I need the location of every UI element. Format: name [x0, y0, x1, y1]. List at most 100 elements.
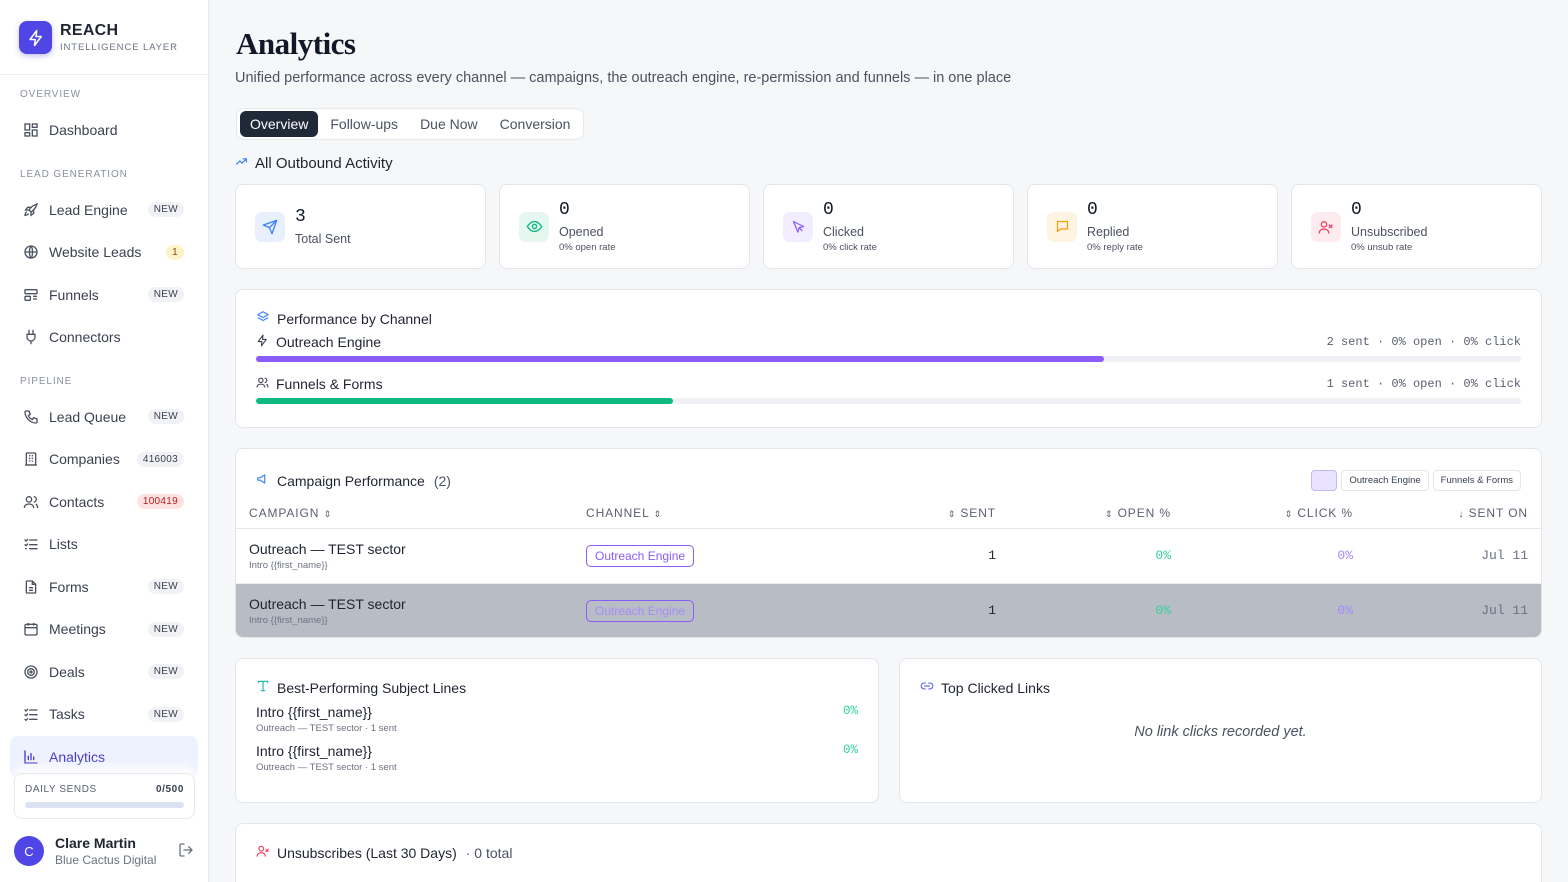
- page-subtitle: Unified performance across every channel…: [235, 70, 1012, 86]
- tab-conversion[interactable]: Conversion: [499, 116, 571, 132]
- nav-section-pipeline: PIPELINE: [20, 375, 73, 387]
- unsubscribes-title: Unsubscribes (Last 30 Days) · 0 total: [256, 844, 1521, 861]
- sidebar-item-dashboard[interactable]: Dashboard: [0, 109, 208, 152]
- sidebar-item-label: Connectors: [49, 329, 121, 346]
- sidebar-item-label: Lead Queue: [49, 408, 127, 425]
- type-icon: [256, 679, 270, 696]
- column-header-open[interactable]: ⇕ OPEN %: [996, 498, 1171, 529]
- sidebar-item-label: Meetings: [49, 621, 106, 638]
- sidebar-item-deals[interactable]: Deals NEW: [0, 651, 208, 694]
- channel-bar-fill: [256, 356, 1104, 362]
- sidebar-item-label: Funnels: [49, 286, 99, 303]
- subject-lines-title: Best-Performing Subject Lines: [256, 679, 858, 696]
- stat-rate: 0% unsub rate: [1351, 242, 1413, 253]
- sidebar-item-companies[interactable]: Companies 416003: [0, 438, 208, 481]
- tab-due-now[interactable]: Due Now: [420, 116, 478, 132]
- user-x-icon: [256, 844, 270, 861]
- stat-label: Unsubscribed: [1351, 225, 1428, 239]
- stat-value: 0: [823, 200, 834, 220]
- top-links-card: Top Clicked Links No link clicks recorde…: [899, 658, 1542, 803]
- stat-label: Total Sent: [295, 232, 351, 246]
- sidebar-item-analytics[interactable]: Analytics: [10, 735, 198, 778]
- logout-icon[interactable]: [178, 842, 194, 861]
- funnel-icon: [22, 286, 40, 304]
- table-row[interactable]: Outreach — TEST sector Intro {{first_name…: [236, 528, 1541, 584]
- column-header-sent[interactable]: ⇕ SENT: [846, 498, 996, 529]
- sidebar-item-funnels[interactable]: Funnels NEW: [0, 274, 208, 317]
- tab-overview[interactable]: Overview: [240, 111, 319, 137]
- tasks-icon: [22, 705, 40, 723]
- sidebar-item-meetings[interactable]: Meetings NEW: [0, 608, 208, 651]
- subject-lines-title-text: Best-Performing Subject Lines: [277, 679, 467, 696]
- table-row[interactable]: Outreach — TEST sector Intro {{first_name…: [236, 583, 1541, 637]
- brand-name: REACH: [60, 22, 119, 39]
- campaign-filters: All Outreach Engine Funnels & Forms: [1311, 470, 1521, 491]
- unsubscribes-total: · 0 total: [465, 844, 513, 861]
- page-title: Analytics: [236, 26, 356, 61]
- click-rate: 0%: [1171, 583, 1353, 637]
- sidebar-item-lists[interactable]: Lists: [0, 523, 208, 566]
- count-badge: 1: [166, 244, 184, 260]
- subject-meta: Outreach — TEST sector · 1 sent: [256, 762, 397, 773]
- brand[interactable]: REACH INTELLIGENCE LAYER: [0, 0, 208, 75]
- column-header-click[interactable]: ⇕ CLICK %: [1171, 498, 1353, 529]
- filter-funnels-forms[interactable]: Funnels & Forms: [1432, 470, 1521, 491]
- sort-icon: ⇕: [1284, 508, 1294, 519]
- channel-performance-title-text: Performance by Channel: [277, 310, 432, 327]
- channel-bar-track: [256, 356, 1521, 362]
- channel-row-outreach: Outreach Engine 2 sent · 0% open · 0% cl…: [256, 334, 1521, 362]
- unsubscribes-card: Unsubscribes (Last 30 Days) · 0 total: [235, 823, 1542, 882]
- new-badge: NEW: [147, 706, 184, 722]
- filter-outreach-engine[interactable]: Outreach Engine: [1341, 470, 1429, 491]
- subject-text: Intro {{first_name}}: [256, 704, 372, 720]
- filter-all[interactable]: All: [1311, 470, 1338, 491]
- megaphone-icon: [256, 472, 270, 489]
- sidebar-item-website-leads[interactable]: Website Leads 1: [0, 231, 208, 274]
- link-icon: [920, 679, 934, 696]
- stat-card-replied: 0 Replied 0% reply rate: [1027, 184, 1278, 269]
- campaign-title-text: Campaign Performance: [277, 472, 425, 489]
- campaign-count: (2): [433, 472, 451, 489]
- channel-bar-track: [256, 398, 1521, 404]
- sidebar-item-tasks[interactable]: Tasks NEW: [0, 693, 208, 736]
- sent-date: Jul 11: [1353, 583, 1541, 637]
- campaign-performance-title: Campaign Performance (2): [256, 472, 451, 489]
- new-badge: NEW: [147, 664, 184, 680]
- campaign-subject: Intro {{first_name}}: [249, 559, 328, 571]
- subject-lines-card: Best-Performing Subject Lines Intro {{fi…: [235, 658, 879, 803]
- column-header-campaign[interactable]: CAMPAIGN ⇕: [236, 498, 586, 529]
- user-profile[interactable]: C Clare Martin Blue Cactus Digital: [14, 835, 194, 867]
- stat-value: 0: [559, 200, 570, 220]
- sort-icon: ⇕: [323, 508, 333, 519]
- new-badge: NEW: [147, 621, 184, 637]
- subject-rate: 0%: [842, 743, 858, 757]
- new-badge: NEW: [147, 409, 184, 425]
- channel-bar-fill: [256, 398, 674, 404]
- campaign-name: Outreach — TEST sector: [249, 540, 406, 557]
- sidebar-item-label: Companies: [49, 451, 120, 468]
- sidebar-item-lead-queue[interactable]: Lead Queue NEW: [0, 396, 208, 439]
- unsubscribes-title-text: Unsubscribes (Last 30 Days): [277, 844, 457, 861]
- user-name: Clare Martin: [55, 835, 136, 851]
- sidebar-item-label: Contacts: [49, 493, 105, 510]
- sidebar-item-connectors[interactable]: Connectors: [0, 316, 208, 359]
- sidebar-item-forms[interactable]: Forms NEW: [0, 566, 208, 609]
- nav-section-lead-generation: LEAD GENERATION: [20, 168, 128, 180]
- subject-meta: Outreach — TEST sector · 1 sent: [256, 723, 397, 734]
- subject-line-item: Intro {{first_name}} Outreach — TEST sect…: [256, 704, 858, 734]
- sidebar-item-contacts[interactable]: Contacts 100419: [0, 481, 208, 524]
- channel-badge: Outreach Engine: [586, 599, 695, 622]
- users-icon: [256, 376, 269, 392]
- new-badge: NEW: [147, 579, 184, 595]
- sidebar-item-lead-engine[interactable]: Lead Engine NEW: [0, 189, 208, 232]
- column-header-channel[interactable]: CHANNEL ⇕: [586, 498, 846, 529]
- plug-icon: [22, 328, 40, 346]
- campaign-name: Outreach — TEST sector: [249, 595, 406, 612]
- column-header-sent-on[interactable]: ↓ SENT ON: [1353, 498, 1541, 529]
- daily-sends-label: DAILY SENDS: [25, 784, 97, 795]
- stat-card-total-sent: 3 Total Sent: [235, 184, 486, 269]
- empty-state: No link clicks recorded yet.: [1134, 724, 1307, 740]
- target-icon: [22, 663, 40, 681]
- tab-follow-ups[interactable]: Follow-ups: [330, 116, 399, 132]
- stat-rate: 0% reply rate: [1087, 242, 1143, 253]
